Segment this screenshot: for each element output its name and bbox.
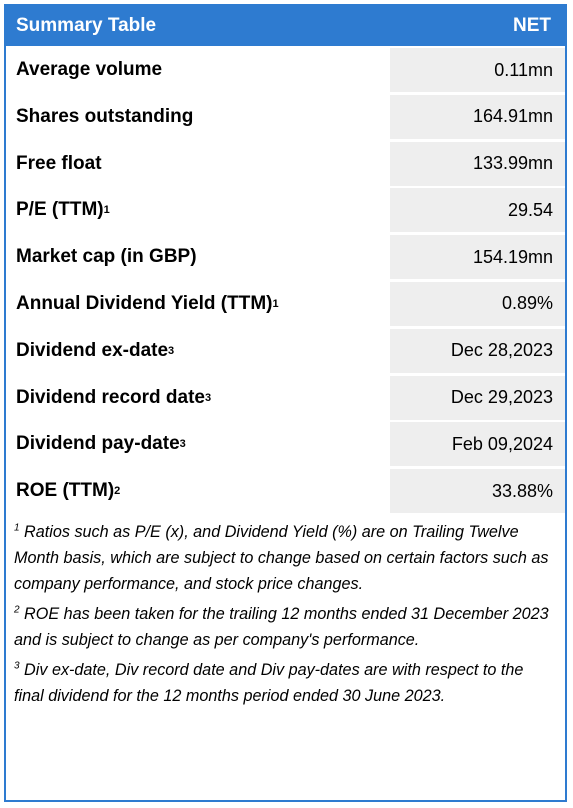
row-value: Dec 28,2023	[390, 329, 565, 373]
table-row: Annual Dividend Yield (TTM) 1 0.89%	[6, 282, 565, 326]
row-value: Dec 29,2023	[390, 376, 565, 420]
table-row: ROE (TTM) 2 33.88%	[6, 469, 565, 513]
row-label: Annual Dividend Yield (TTM) 1	[6, 282, 388, 326]
row-value: 33.88%	[390, 469, 565, 513]
table-row: Dividend pay-date 3 Feb 09,2024	[6, 422, 565, 466]
table-row: Dividend ex-date 3 Dec 28,2023	[6, 329, 565, 373]
row-value: 0.89%	[390, 282, 565, 326]
table-row: Market cap (in GBP) 154.19mn	[6, 235, 565, 279]
footnote: 3 Div ex-date, Div record date and Div p…	[14, 657, 554, 709]
table-row: Shares outstanding 164.91mn	[6, 95, 565, 139]
row-label: Free float	[6, 142, 388, 186]
footnote: 2 ROE has been taken for the trailing 12…	[14, 601, 554, 653]
row-value: 154.19mn	[390, 235, 565, 279]
row-value: 29.54	[390, 188, 565, 232]
table-row: Average volume 0.11mn	[6, 48, 565, 92]
table-row: Free float 133.99mn	[6, 142, 565, 186]
row-value: Feb 09,2024	[390, 422, 565, 466]
footnotes: 1 Ratios such as P/E (x), and Dividend Y…	[14, 519, 554, 713]
table-title: Summary Table	[16, 15, 156, 37]
row-value: 164.91mn	[390, 95, 565, 139]
row-label: Market cap (in GBP)	[6, 235, 388, 279]
row-label: Shares outstanding	[6, 95, 388, 139]
row-label: ROE (TTM) 2	[6, 469, 388, 513]
row-label: P/E (TTM) 1	[6, 188, 388, 232]
row-value: 133.99mn	[390, 142, 565, 186]
summary-rows: Average volume 0.11mn Shares outstanding…	[6, 48, 565, 516]
row-label: Average volume	[6, 48, 388, 92]
row-label: Dividend ex-date 3	[6, 329, 388, 373]
table-row: P/E (TTM) 1 29.54	[6, 188, 565, 232]
table-row: Dividend record date 3 Dec 29,2023	[6, 376, 565, 420]
row-label: Dividend record date 3	[6, 376, 388, 420]
ticker-label: NET	[513, 15, 551, 37]
table-header: Summary Table NET	[6, 6, 565, 46]
footnote: 1 Ratios such as P/E (x), and Dividend Y…	[14, 519, 554, 597]
row-value: 0.11mn	[390, 48, 565, 92]
row-label: Dividend pay-date 3	[6, 422, 388, 466]
